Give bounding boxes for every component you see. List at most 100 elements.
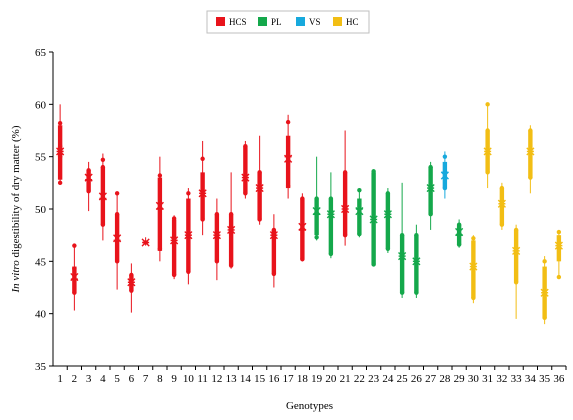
legend-label: VS bbox=[309, 17, 321, 27]
mean-marker bbox=[255, 183, 264, 193]
mean-marker bbox=[469, 262, 478, 271]
x-tick-label: 11 bbox=[197, 373, 208, 385]
data-point bbox=[542, 259, 547, 264]
legend-swatch bbox=[216, 17, 225, 26]
x-tick-label: 21 bbox=[340, 373, 351, 385]
box-genotype-3 bbox=[84, 161, 93, 212]
data-point bbox=[456, 242, 462, 247]
data-point bbox=[442, 185, 448, 191]
mean-marker bbox=[512, 246, 521, 255]
data-point bbox=[300, 257, 305, 262]
x-tick-label: 19 bbox=[311, 373, 323, 385]
plot-area bbox=[56, 102, 563, 325]
data-point bbox=[385, 246, 391, 251]
data-point bbox=[513, 227, 519, 233]
data-point bbox=[442, 154, 448, 159]
data-point bbox=[542, 315, 547, 321]
mean-marker bbox=[98, 192, 107, 201]
data-point bbox=[385, 191, 391, 196]
box-genotype-27 bbox=[426, 161, 435, 230]
data-point bbox=[357, 231, 362, 237]
data-point bbox=[499, 185, 505, 191]
legend-item-hcs: HCS bbox=[216, 17, 247, 27]
mean-marker bbox=[70, 272, 79, 282]
data-point bbox=[243, 191, 248, 196]
data-point bbox=[485, 170, 490, 175]
box-genotype-35 bbox=[540, 256, 549, 325]
box-genotype-20 bbox=[326, 172, 335, 259]
mean-marker bbox=[155, 201, 164, 210]
x-tick-label: 23 bbox=[368, 373, 380, 385]
mean-marker bbox=[298, 222, 307, 231]
box-genotype-28 bbox=[440, 151, 449, 199]
data-point bbox=[485, 102, 490, 107]
box bbox=[556, 235, 562, 262]
y-tick-label: 35 bbox=[35, 361, 47, 373]
box bbox=[528, 130, 533, 178]
legend-swatch bbox=[333, 17, 342, 26]
mean-marker bbox=[497, 199, 506, 208]
data-point bbox=[57, 154, 63, 159]
data-point bbox=[100, 164, 106, 170]
x-tick-label: 6 bbox=[129, 373, 135, 385]
data-point bbox=[114, 191, 120, 196]
y-tick-label: 55 bbox=[35, 152, 47, 164]
data-point bbox=[86, 189, 91, 194]
box-genotype-14 bbox=[241, 140, 250, 199]
mean-marker bbox=[326, 210, 335, 219]
box-genotype-19 bbox=[312, 156, 321, 241]
data-point bbox=[471, 295, 476, 301]
mean-marker bbox=[341, 204, 350, 214]
mean-marker bbox=[84, 173, 93, 182]
data-point bbox=[129, 272, 134, 278]
x-tick-label: 29 bbox=[454, 373, 466, 385]
data-point bbox=[456, 222, 462, 227]
data-point bbox=[100, 157, 106, 163]
box-genotype-9 bbox=[170, 215, 179, 280]
box bbox=[157, 177, 163, 251]
x-tick-label: 18 bbox=[297, 373, 309, 385]
box-genotype-15 bbox=[255, 135, 264, 225]
box-genotype-26 bbox=[412, 224, 421, 298]
mean-marker bbox=[440, 171, 449, 180]
box-genotype-11 bbox=[198, 140, 207, 236]
data-point bbox=[271, 271, 277, 277]
box bbox=[300, 198, 305, 260]
mean-marker bbox=[184, 231, 193, 240]
box bbox=[513, 229, 519, 283]
mean-marker bbox=[170, 236, 179, 245]
data-point bbox=[342, 232, 348, 238]
data-point bbox=[328, 196, 334, 201]
legend-swatch bbox=[296, 17, 305, 26]
data-point bbox=[100, 222, 106, 227]
data-point bbox=[157, 246, 163, 251]
mean-marker bbox=[540, 288, 549, 297]
data-point bbox=[114, 212, 120, 217]
data-point bbox=[314, 235, 319, 240]
legend-item-vs: VS bbox=[296, 17, 321, 27]
box bbox=[385, 193, 391, 249]
legend-item-pl: PL bbox=[258, 17, 282, 27]
box-genotype-13 bbox=[227, 172, 236, 269]
legend-label: HCS bbox=[229, 17, 247, 27]
x-tick-label: 2 bbox=[72, 373, 78, 385]
data-point bbox=[257, 170, 262, 175]
box-genotype-21 bbox=[341, 130, 350, 246]
x-tick-label: 13 bbox=[226, 373, 238, 385]
x-tick-label: 3 bbox=[86, 373, 92, 385]
box bbox=[314, 198, 319, 236]
data-point bbox=[228, 212, 234, 217]
legend-item-hc: HC bbox=[333, 17, 359, 27]
box bbox=[285, 135, 291, 189]
box-genotype-22 bbox=[355, 187, 364, 238]
box bbox=[243, 146, 248, 194]
x-tick-label: 33 bbox=[511, 373, 523, 385]
x-tick-label: 14 bbox=[240, 373, 252, 385]
box-genotype-23 bbox=[369, 169, 378, 267]
mean-marker bbox=[398, 252, 407, 261]
x-tick-label: 32 bbox=[496, 373, 507, 385]
mean-marker bbox=[526, 147, 535, 156]
y-tick-label: 65 bbox=[35, 47, 47, 59]
x-tick-label: 10 bbox=[183, 373, 195, 385]
legend-label: HC bbox=[346, 17, 359, 27]
